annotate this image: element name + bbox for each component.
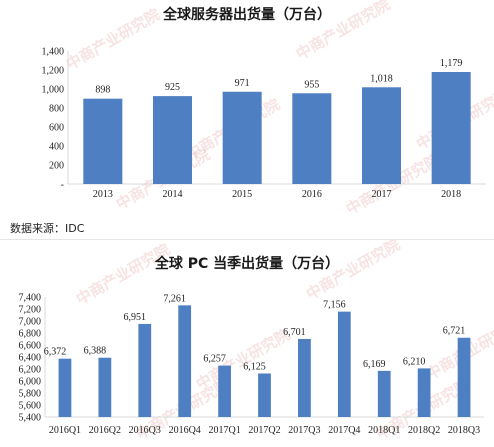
bar-2016Q3 (138, 323, 152, 417)
y-tick-label: 7,000 (19, 317, 42, 328)
y-tick-label: 7,400 (19, 293, 42, 304)
bar-2017Q2 (258, 373, 271, 417)
x-tick-label-2017Q4: 2017Q4 (328, 425, 360, 436)
data-label-2017Q2: 6,125 (243, 362, 266, 373)
y-tick-label: 600 (49, 123, 64, 134)
bar-2016 (292, 93, 332, 184)
data-label-2018: 1,179 (440, 58, 463, 69)
data-label-2016Q2: 6,388 (84, 346, 107, 357)
data-label-2018Q2: 6,210 (403, 356, 426, 367)
data-label-2016Q1: 6,372 (44, 347, 67, 358)
x-tick-label-2016: 2016 (302, 189, 322, 200)
x-tick-label-2016Q2: 2016Q2 (89, 425, 121, 436)
x-tick-label-2016Q1: 2016Q1 (49, 425, 81, 436)
bar-2017Q1 (218, 365, 231, 417)
bar-2018Q1 (377, 370, 391, 417)
data-label-2017Q4: 7,156 (323, 300, 346, 311)
x-tick-label-2013: 2013 (93, 189, 113, 200)
x-tick-label-2018Q2: 2018Q2 (408, 425, 440, 436)
data-label-2017Q3: 6,701 (283, 327, 306, 338)
server-shipments-chart: 中商产业研究院中商产业研究院中商产业研究院中商产业研究院中商产业研究院中商产业研… (42, 0, 494, 218)
panel-divider (0, 239, 494, 240)
bar-2017Q3 (298, 338, 311, 417)
y-tick-label: 6,200 (19, 365, 42, 376)
y-tick-label: 7,200 (19, 305, 42, 316)
bar-2016Q4 (178, 305, 192, 417)
x-tick-label-2015: 2015 (232, 189, 252, 200)
y-tick-label: 400 (49, 142, 64, 153)
y-tick-label: - (61, 180, 64, 191)
x-tick-label-2018: 2018 (441, 189, 461, 200)
y-tick-label: 6,800 (19, 329, 42, 340)
x-tick-label-2017Q3: 2017Q3 (288, 425, 320, 436)
data-label-2015: 971 (235, 78, 250, 89)
data-label-2018Q3: 6,721 (443, 326, 466, 337)
bar-2017Q4 (337, 311, 351, 417)
x-tick-label-2018Q1: 2018Q1 (368, 425, 400, 436)
pc-shipments-chart: 中商产业研究院中商产业研究院中商产业研究院中商产业研究院中商产业研究院中商产业研… (19, 240, 494, 443)
bar-2015 (222, 91, 262, 184)
x-tick-label-2016Q3: 2016Q3 (129, 425, 161, 436)
y-tick-label: 6,600 (19, 341, 42, 352)
watermark-text: 中商产业研究院 (73, 240, 173, 308)
bar-2014 (152, 96, 193, 184)
bar-2018Q3 (457, 337, 471, 417)
data-label-2018Q1: 6,169 (363, 359, 386, 370)
data-label-2017Q1: 6,257 (203, 354, 226, 365)
bar-2018 (431, 71, 471, 184)
x-tick-label-2014: 2014 (163, 189, 183, 200)
pc-shipments-panel: 中商产业研究院中商产业研究院中商产业研究院中商产业研究院中商产业研究院中商产业研… (0, 240, 494, 447)
y-tick-label: 6,000 (19, 377, 42, 388)
y-tick-label: 5,600 (19, 401, 42, 412)
x-tick-label-2017: 2017 (372, 189, 392, 200)
data-label-2013: 898 (95, 85, 110, 96)
data-label-2017: 1,018 (370, 73, 393, 84)
x-tick-label-2018Q3: 2018Q3 (448, 425, 480, 436)
server-shipments-panel: 中商产业研究院中商产业研究院中商产业研究院中商产业研究院中商产业研究院中商产业研… (10, 0, 494, 235)
data-label-2016: 955 (304, 79, 319, 90)
y-tick-label: 800 (49, 104, 64, 115)
chart-title: 全球 PC 当季出货量（万台） (154, 255, 339, 272)
bar-2013 (83, 98, 123, 184)
bar-2016Q2 (98, 357, 112, 417)
chart-title: 全球服务器出货量（万台） (162, 6, 331, 23)
x-tick-label-2016Q4: 2016Q4 (169, 425, 201, 436)
x-tick-label-2017Q1: 2017Q1 (208, 425, 240, 436)
y-tick-label: 1,400 (42, 47, 65, 58)
x-tick-label-2017Q2: 2017Q2 (248, 425, 280, 436)
y-tick-label: 200 (49, 161, 64, 172)
y-tick-label: 1,200 (42, 66, 65, 77)
y-tick-label: 6,400 (19, 353, 42, 364)
data-label-2016Q4: 7,261 (163, 293, 186, 304)
bar-2016Q1 (58, 358, 72, 417)
data-label-2014: 925 (165, 82, 180, 93)
y-tick-label: 1,000 (42, 85, 65, 96)
y-tick-label: 5,800 (19, 389, 42, 400)
data-label-2016Q3: 6,951 (124, 312, 147, 323)
bar-2017 (361, 87, 402, 184)
data-source-note: 数据来源：IDC (10, 222, 85, 235)
watermark-text: 中商产业研究院 (63, 5, 163, 73)
bar-2018Q2 (417, 368, 431, 417)
y-tick-label: 5,400 (19, 413, 42, 424)
